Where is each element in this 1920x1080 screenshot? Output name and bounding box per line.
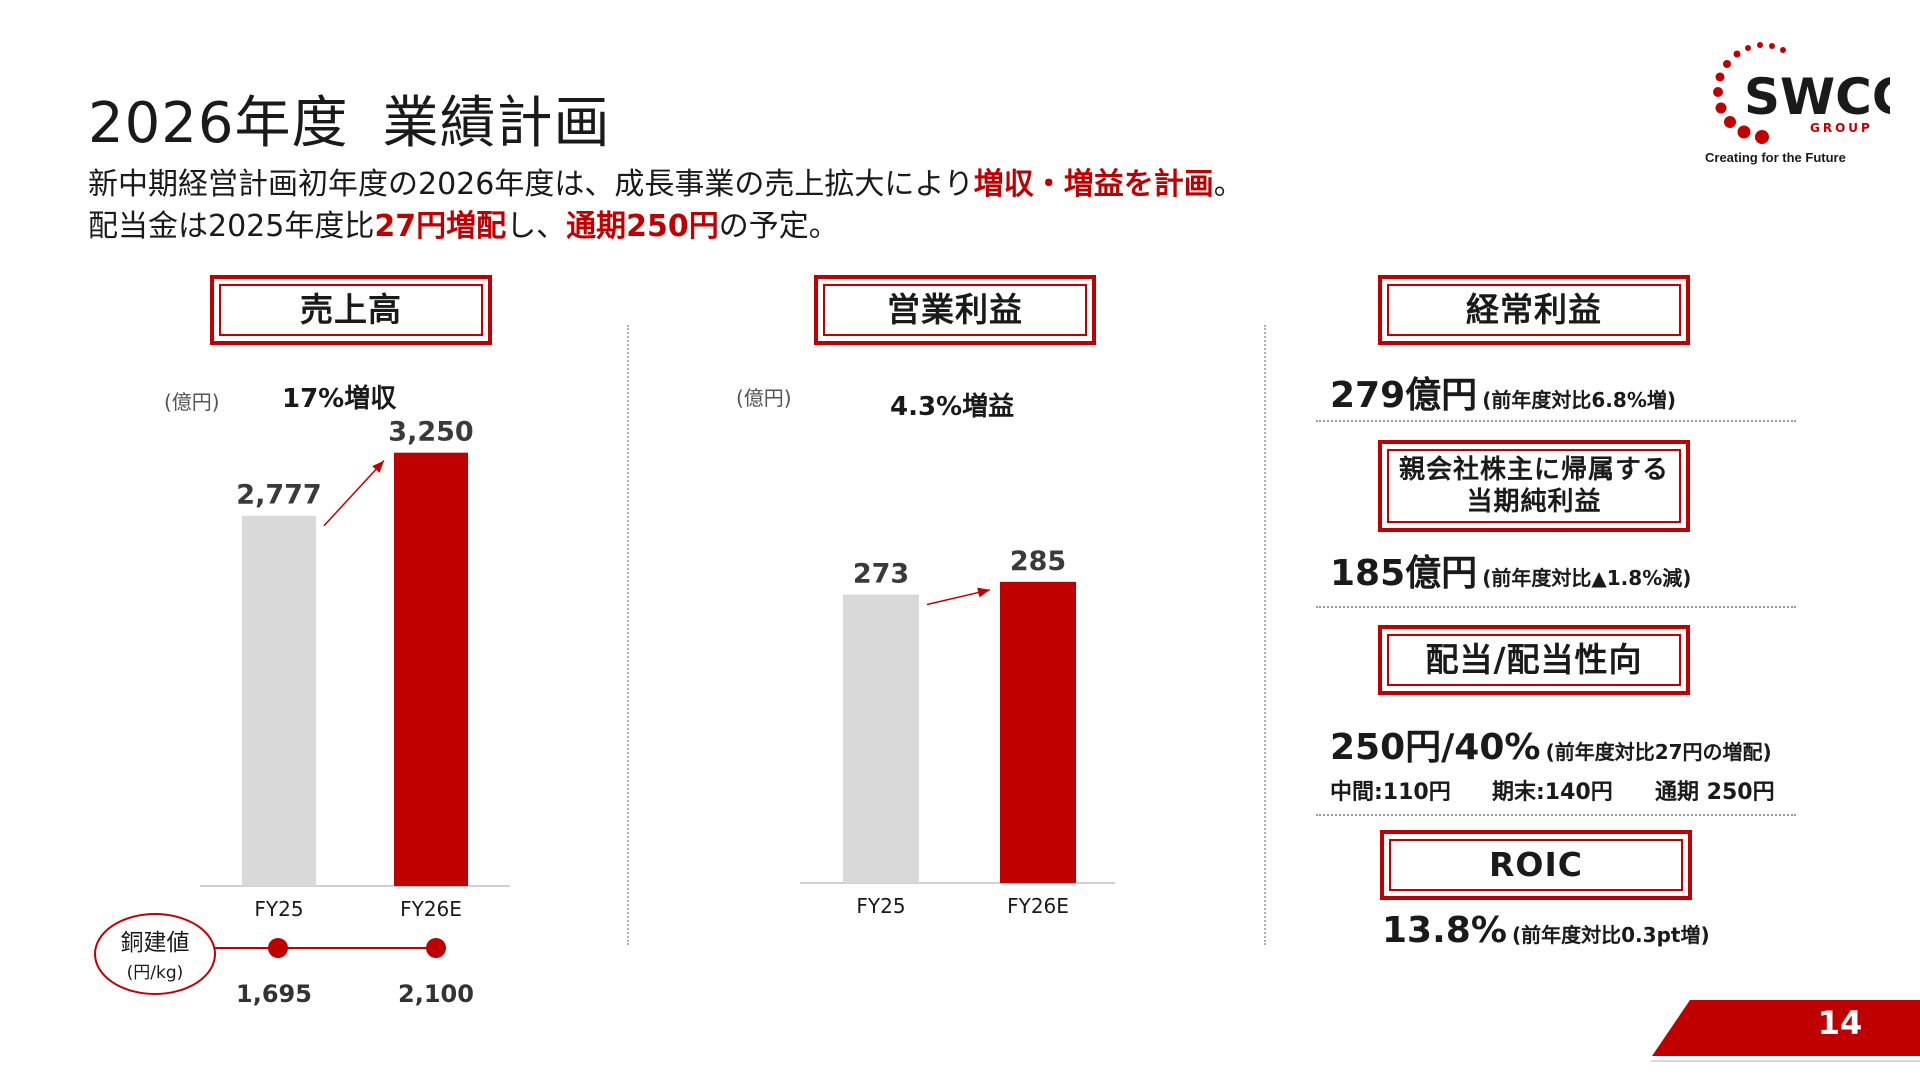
chart-1-value-label-FY26E: 285: [1010, 546, 1066, 577]
header-ordinary-label: 経常利益: [1466, 290, 1602, 329]
header-dividend: 配当/配当性向: [1378, 625, 1690, 695]
chart-1-category-FY26E: FY26E: [1007, 894, 1069, 918]
logo-name: SWCC: [1744, 68, 1890, 126]
chart-0-category-FY25: FY25: [254, 897, 303, 921]
dividend-value: 250円/40%: [1330, 727, 1541, 768]
sales-chart: 2,777 FY25 3,250 FY26E: [200, 417, 510, 921]
separator-1: [1316, 420, 1796, 422]
header-net-line2: 当期純利益: [1466, 487, 1602, 517]
chart-0-bar-FY26E: [394, 452, 468, 886]
logo-tagline: Creating for the Future: [1705, 150, 1846, 165]
dividend-note: (前年度対比27円の増配): [1545, 740, 1772, 764]
swcc-dots-logo-icon: SWCC GROUP: [1713, 42, 1890, 144]
logo-group: GROUP: [1810, 121, 1873, 135]
header-roic: ROIC: [1380, 830, 1692, 900]
divider-left: [627, 325, 629, 945]
lead-text: の予定。: [718, 209, 839, 244]
chart-0-category-FY26E: FY26E: [400, 897, 462, 921]
sales-unit: (億円): [164, 390, 220, 414]
header-sales-label: 売上高: [300, 290, 402, 329]
chart-0-bar-FY25: [242, 515, 316, 886]
header-sales: 売上高: [210, 275, 492, 345]
lead-text: し、: [506, 209, 567, 244]
dividend-year-end: 期末:140円: [1492, 780, 1613, 805]
copper-ellipse: [94, 913, 216, 995]
op-growth: 4.3%増益: [890, 392, 1015, 422]
lead-line-2: 配当金は2025年度比27円増配し、通期250円の予定。: [88, 206, 839, 248]
copper-unit: (円/kg): [127, 963, 184, 983]
title-year: 2026年度: [88, 91, 349, 156]
title-main: 業績計画: [382, 91, 611, 156]
ordinary-note: (前年度対比6.8%増): [1482, 388, 1676, 412]
copper-price-row: 銅建値 (円/kg) 1,695 2,100: [94, 913, 474, 1008]
roic-value: 13.8%: [1382, 910, 1507, 951]
copper-label: 銅建値: [121, 930, 190, 956]
lead-line-1: 新中期経営計画初年度の2026年度は、成長事業の売上拡大により増収・増益を計画。: [88, 164, 1244, 206]
chart-1-value-label-FY25: 273: [853, 559, 909, 590]
page-number-banner: [1650, 1000, 1920, 1062]
sales-growth: 17%増収: [282, 384, 397, 414]
dividend-full: 通期 250円: [1655, 780, 1775, 805]
header-net-label: 親会社株主に帰属する 当期純利益: [1399, 454, 1669, 518]
chart-1-category-FY25: FY25: [856, 894, 905, 918]
lead-text: 新中期経営計画初年度の2026年度は、成長事業の売上拡大により: [88, 167, 974, 202]
header-roic-label: ROIC: [1489, 845, 1583, 884]
lead-highlight: 増収・増益を計画: [973, 167, 1214, 202]
chart-0-value-label-FY25: 2,777: [236, 480, 321, 511]
ordinary-profit-block: 279億円 (前年度対比6.8%増): [1330, 366, 1676, 418]
chart-0-growth-arrowhead: [372, 460, 384, 473]
chart-1-bar-FY26E: [1000, 581, 1076, 883]
op-chart: 273 FY25 285 FY26E: [800, 546, 1115, 918]
roic-note: (前年度対比0.3pt増): [1512, 923, 1710, 947]
net-note: (前年度対比▲1.8%減): [1482, 566, 1692, 590]
chart-0-growth-arrow: [323, 460, 385, 527]
lead-text: 配当金は2025年度比: [88, 209, 375, 244]
header-op-profit: 営業利益: [814, 275, 1096, 345]
page-number: 14: [1817, 1004, 1863, 1042]
header-ordinary-profit: 経常利益: [1378, 275, 1690, 345]
copper-dot-fy25: [268, 938, 288, 958]
chart-1-growth-arrowhead: [977, 587, 990, 598]
separator-2: [1316, 606, 1796, 608]
copper-dot-fy26e: [426, 938, 446, 958]
dividend-interim: 中間:110円: [1330, 780, 1451, 805]
lead-text: 。: [1213, 167, 1244, 202]
copper-value-fy26e: 2,100: [398, 980, 474, 1008]
net-profit-block: 185億円 (前年度対比▲1.8%減): [1330, 544, 1691, 596]
ordinary-value: 279億円: [1330, 375, 1478, 416]
separator-3: [1316, 814, 1796, 816]
dividend-block: 250円/40% (前年度対比27円の増配): [1330, 718, 1772, 770]
header-net-line1: 親会社株主に帰属する: [1398, 455, 1669, 485]
header-dividend-label: 配当/配当性向: [1425, 640, 1643, 679]
header-op-label: 営業利益: [887, 290, 1023, 329]
chart-1-bar-FY25: [843, 594, 919, 883]
roic-block: 13.8% (前年度対比0.3pt増): [1382, 910, 1710, 951]
lead-highlight: 通期250円: [566, 209, 719, 244]
lead-highlight: 27円増配: [374, 209, 507, 244]
header-net-profit: 親会社株主に帰属する 当期純利益: [1378, 440, 1690, 532]
op-unit: (億円): [736, 386, 792, 410]
copper-value-fy25: 1,695: [236, 980, 312, 1008]
chart-0-value-label-FY26E: 3,250: [388, 417, 473, 448]
net-value: 185億円: [1330, 553, 1478, 594]
divider-right: [1264, 325, 1266, 945]
page-title: 2026年度 業績計画: [88, 78, 611, 159]
